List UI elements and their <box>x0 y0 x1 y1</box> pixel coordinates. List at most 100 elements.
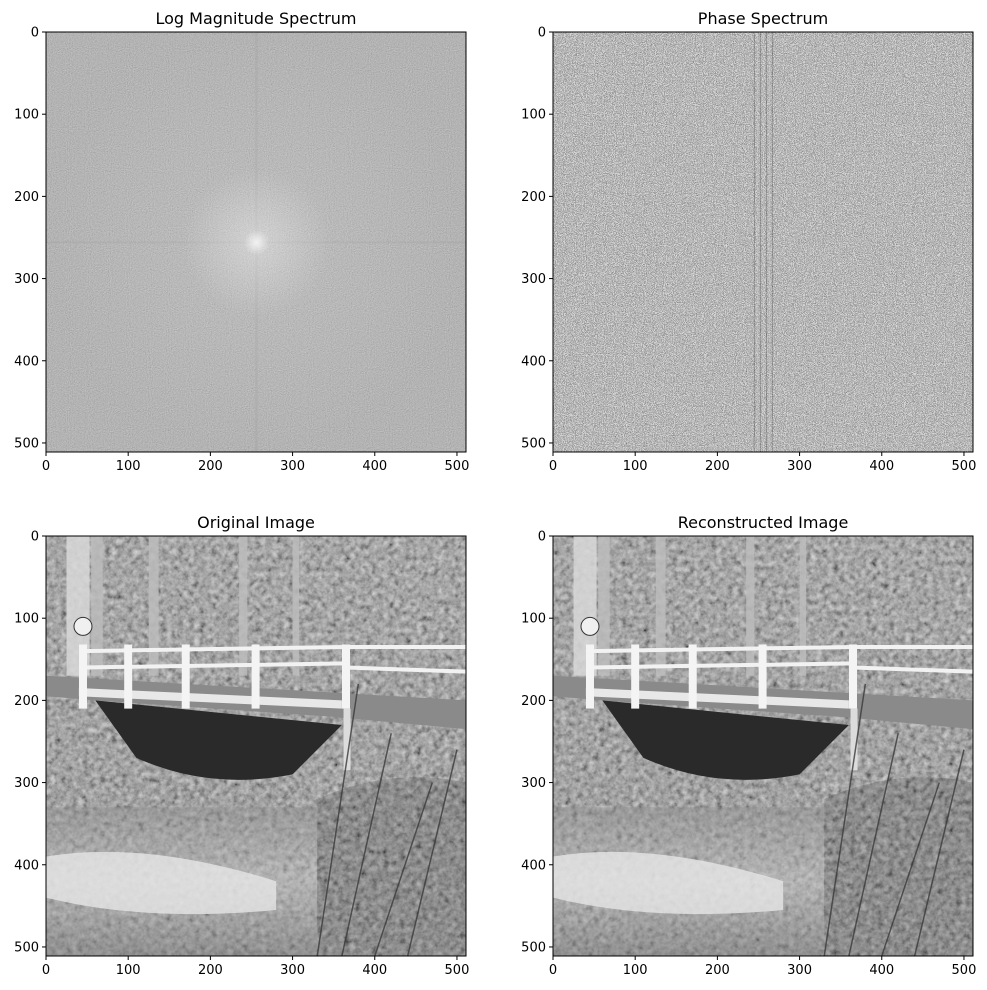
bridge-post <box>585 644 594 709</box>
tree-trunk <box>655 536 666 676</box>
original-xtick-label: 200 <box>198 963 223 978</box>
original-xtick-label: 100 <box>116 963 141 978</box>
tree-trunk <box>66 536 90 676</box>
tree-trunk <box>799 536 807 676</box>
reconstructed-xtick-label: 500 <box>952 963 977 978</box>
reconstructed-scene <box>553 536 973 956</box>
tree-trunk <box>239 536 248 676</box>
phase-axes-frame <box>552 31 974 453</box>
reconstructed-xtick-label: 100 <box>623 963 648 978</box>
original-ytick-label: 100 <box>14 612 39 627</box>
bridge-rail <box>345 665 466 674</box>
phase-xtick-label: 300 <box>787 459 812 474</box>
reconstructed-ytick-label: 200 <box>521 694 546 709</box>
bridge-post <box>342 644 350 709</box>
bridge-post <box>251 644 260 709</box>
phase-ytick-label: 200 <box>521 190 546 205</box>
reconstructed-ytick-label: 500 <box>521 940 546 955</box>
reconstructed-xtick-label: 400 <box>869 963 894 978</box>
phase-xtick-label: 100 <box>623 459 648 474</box>
phase-ytick-label: 100 <box>521 108 546 123</box>
bridge-shadow <box>602 700 849 780</box>
reconstructed-xtick-label: 200 <box>705 963 730 978</box>
tree-trunk <box>746 536 755 676</box>
reconstructed-ytick-label: 300 <box>521 776 546 791</box>
sign <box>580 616 600 636</box>
original-ytick-label: 400 <box>14 858 39 873</box>
waterfall-foam <box>553 851 784 915</box>
bridge-post <box>688 644 697 709</box>
branch <box>913 749 965 956</box>
bridge-deck-edge <box>78 688 342 709</box>
branch <box>881 782 941 956</box>
tree-trunk <box>148 536 159 676</box>
original-xtick-label: 300 <box>280 963 305 978</box>
original-axes-frame <box>45 535 467 957</box>
tree-trunk <box>292 536 300 676</box>
branch <box>848 733 899 956</box>
magnitude-ytick-label: 300 <box>14 272 39 287</box>
sign <box>73 616 93 636</box>
magnitude-xtick-label: 400 <box>362 459 387 474</box>
magnitude-xtick-label: 500 <box>445 459 470 474</box>
waterfall-foam <box>46 851 277 915</box>
phase-ytick-label: 500 <box>521 436 546 451</box>
reconstructed-title: Reconstructed Image <box>678 513 849 532</box>
branch <box>374 782 434 956</box>
bridge-post <box>758 644 767 709</box>
phase-ytick-label: 400 <box>521 354 546 369</box>
bridge-support-post <box>850 708 858 771</box>
phase-title: Phase Spectrum <box>698 9 828 28</box>
phase-xtick-label: 0 <box>549 459 557 474</box>
phase-xtick-label: 200 <box>705 459 730 474</box>
branch <box>406 749 458 956</box>
original-xtick-label: 500 <box>445 963 470 978</box>
bridge-post <box>849 644 857 709</box>
bridge-post <box>78 644 87 709</box>
tree-trunk <box>573 536 597 676</box>
bridge-support-post <box>343 708 351 771</box>
bank-texture <box>824 777 973 956</box>
original-title: Original Image <box>197 513 315 532</box>
original-scene <box>46 536 466 956</box>
magnitude-axes-frame <box>45 31 467 453</box>
reconstructed-axes-frame <box>552 535 974 957</box>
phase-ytick-label: 300 <box>521 272 546 287</box>
bridge-shadow <box>95 700 342 780</box>
magnitude-xtick-label: 300 <box>280 459 305 474</box>
phase-xtick-label: 500 <box>952 459 977 474</box>
bridge-post <box>181 644 190 709</box>
phase-ytick-label: 0 <box>538 26 546 41</box>
reconstructed-ytick-label: 100 <box>521 612 546 627</box>
original-ytick-label: 300 <box>14 776 39 791</box>
branch <box>823 683 867 956</box>
bridge-deck-edge <box>585 688 849 709</box>
reconstructed-xtick-label: 300 <box>787 963 812 978</box>
magnitude-xtick-label: 100 <box>116 459 141 474</box>
magnitude-ytick-label: 500 <box>14 436 39 451</box>
magnitude-ytick-label: 200 <box>14 190 39 205</box>
tree-trunk <box>91 536 103 676</box>
tree-trunk <box>598 536 610 676</box>
magnitude-ytick-label: 100 <box>14 108 39 123</box>
reconstructed-xtick-label: 0 <box>549 963 557 978</box>
original-ytick-label: 500 <box>14 940 39 955</box>
magnitude-xtick-label: 0 <box>42 459 50 474</box>
magnitude-ytick-label: 400 <box>14 354 39 369</box>
magnitude-xtick-label: 200 <box>198 459 223 474</box>
reconstructed-ytick-label: 0 <box>538 530 546 545</box>
original-xtick-label: 400 <box>362 963 387 978</box>
original-xtick-label: 0 <box>42 963 50 978</box>
branch <box>316 683 360 956</box>
original-ytick-label: 200 <box>14 694 39 709</box>
magnitude-center-glow <box>46 32 467 453</box>
phase-xtick-label: 400 <box>869 459 894 474</box>
original-ytick-label: 0 <box>31 530 39 545</box>
reconstructed-ytick-label: 400 <box>521 858 546 873</box>
magnitude-title: Log Magnitude Spectrum <box>155 9 356 28</box>
